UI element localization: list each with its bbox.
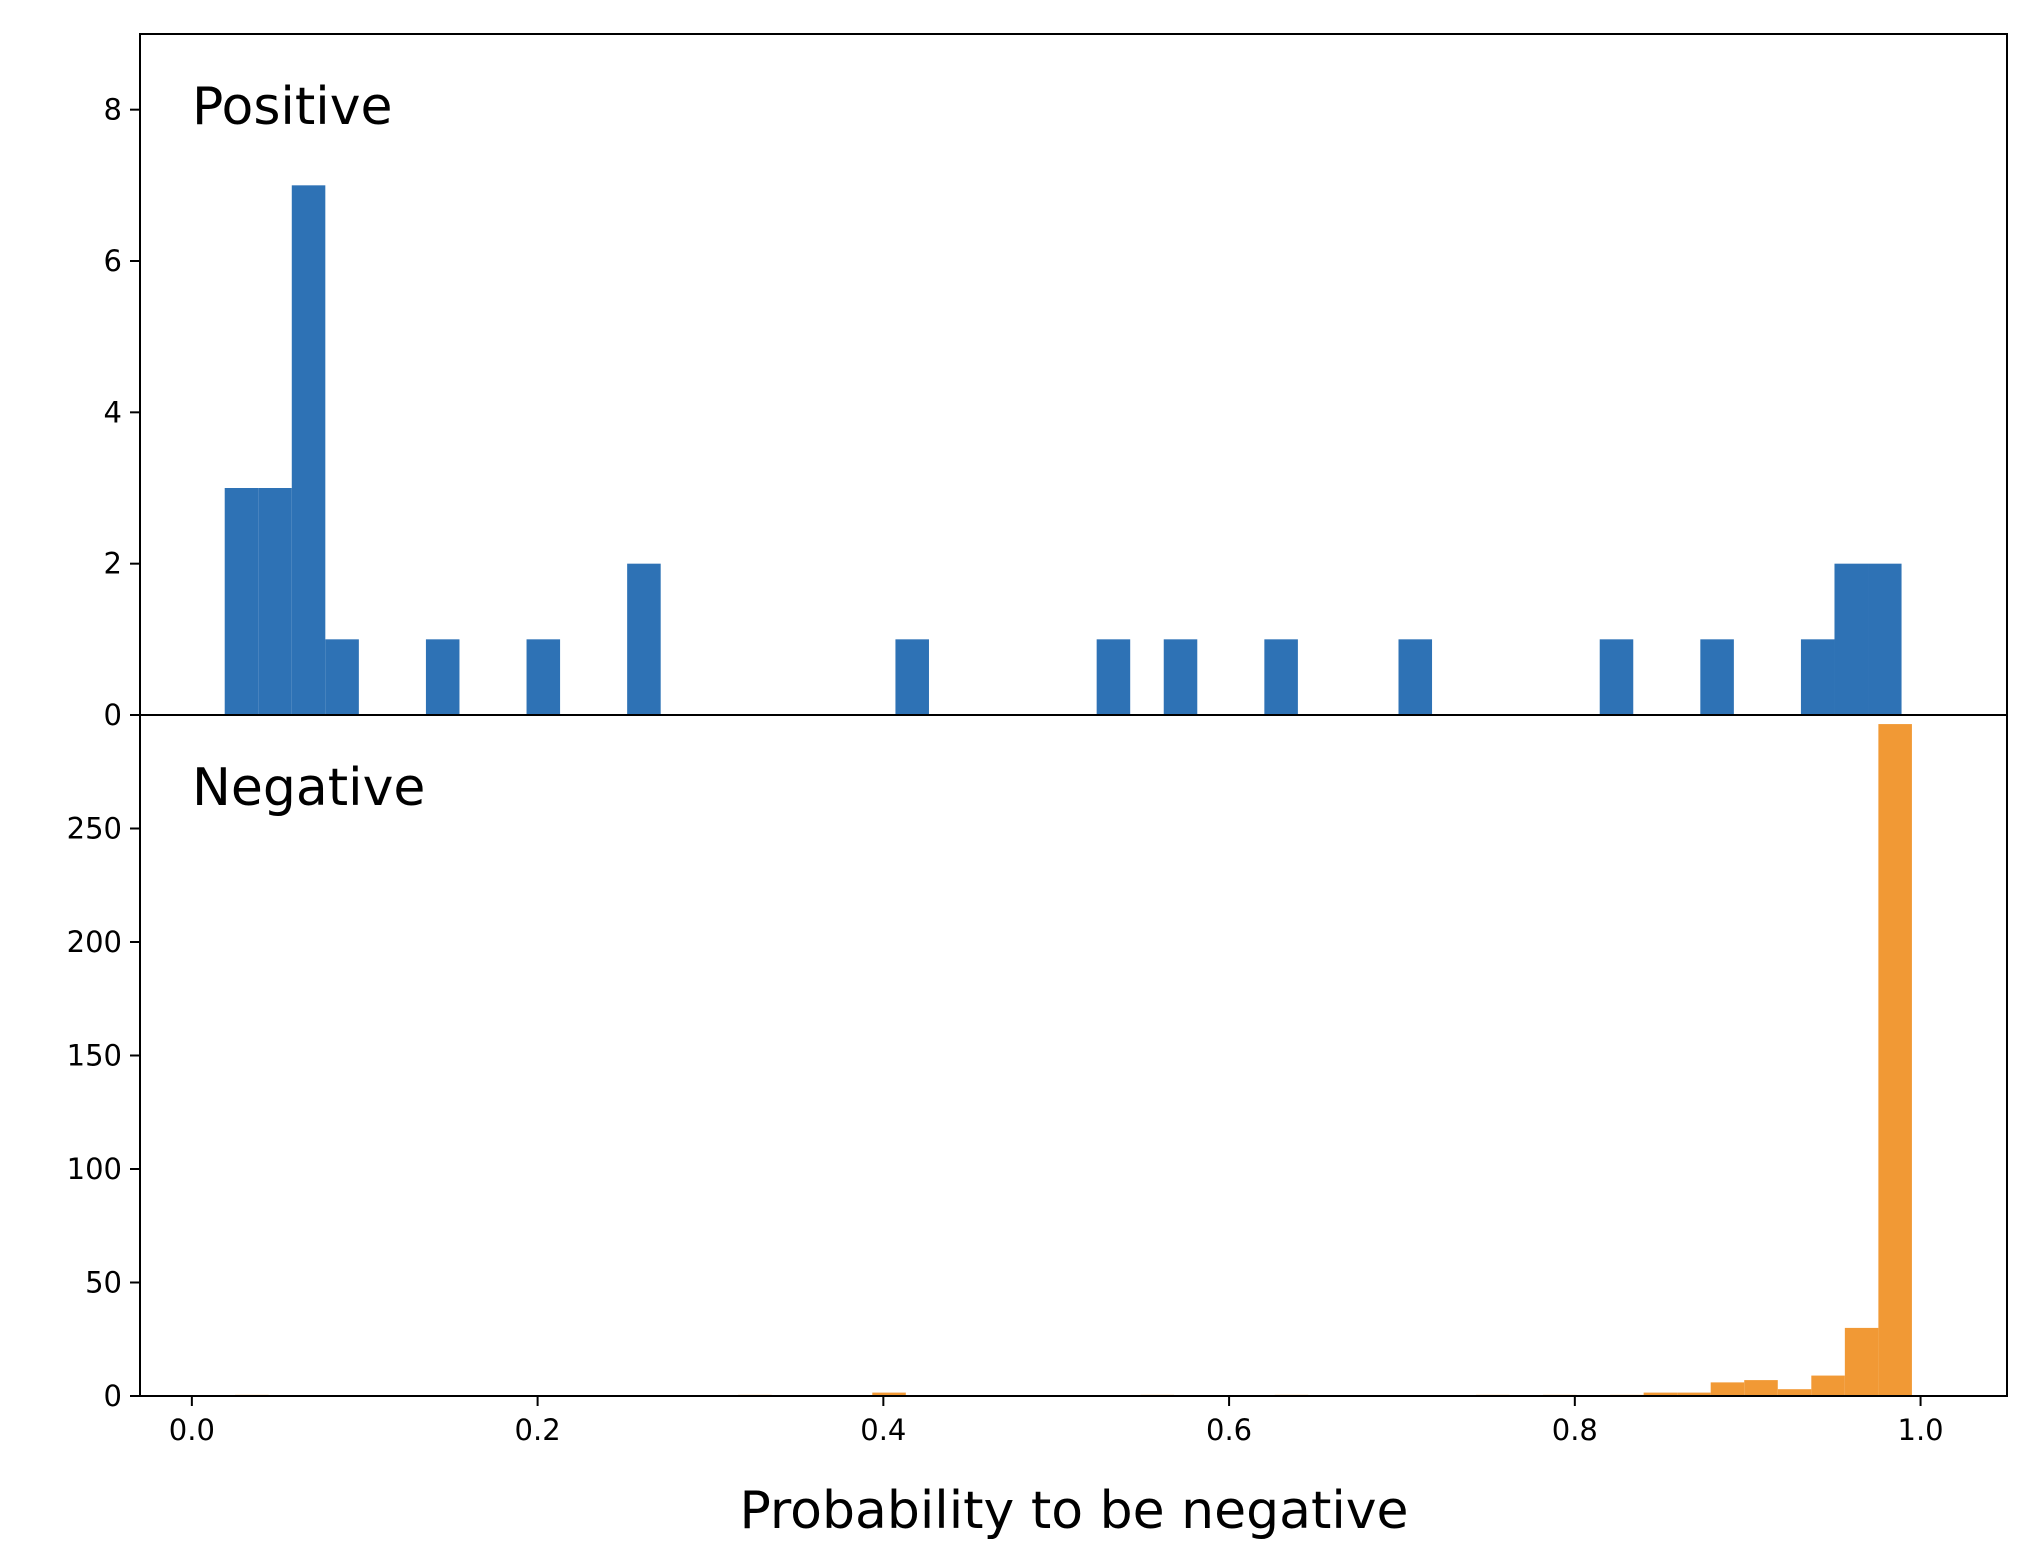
- y-tick-label: 8: [104, 93, 122, 127]
- histogram-bar: [872, 1392, 906, 1396]
- histogram-bar: [627, 563, 661, 715]
- histogram-bar: [1811, 1375, 1845, 1396]
- histogram-bar: [1643, 1392, 1678, 1396]
- x-tick-label: 0.4: [860, 1413, 906, 1447]
- panel-positive: 0 2 4 6 8 Positive: [104, 33, 2008, 732]
- histogram-bar: [1844, 1327, 1879, 1396]
- y-tick-label: 50: [85, 1266, 122, 1300]
- x-tick-label: 0.8: [1552, 1413, 1598, 1447]
- y-tick-label: 250: [67, 812, 122, 846]
- x-tick-label: 0.0: [169, 1413, 215, 1447]
- histogram-bar: [1700, 639, 1734, 715]
- y-tick-label: 200: [67, 925, 122, 959]
- panel-label: Positive: [192, 77, 392, 137]
- histogram-bar: [1800, 639, 1835, 715]
- y-tick-label: 2: [104, 547, 122, 581]
- x-tick-label: 0.2: [515, 1413, 561, 1447]
- y-tick-label: 6: [104, 244, 122, 278]
- histogram-bar: [1677, 1392, 1711, 1396]
- histogram-bar: [1163, 639, 1198, 715]
- histogram-bar: [1599, 639, 1634, 715]
- y-tick-label: 150: [67, 1039, 122, 1073]
- histogram-bar: [425, 639, 460, 715]
- panel-frame: [139, 714, 2008, 1397]
- histogram-bar: [224, 488, 259, 715]
- histogram-bar: [1744, 1380, 1778, 1396]
- x-axis-label: Probability to be negative: [739, 1481, 1408, 1541]
- y-tick-label: 4: [104, 395, 122, 429]
- histogram-bar: [291, 185, 326, 715]
- histogram-bar: [1710, 1382, 1745, 1396]
- panel-negative: 0 50 100 150 200 250 Negative: [67, 714, 2008, 1413]
- histogram-bar: [325, 639, 359, 715]
- y-tick-label: 0: [104, 1379, 122, 1413]
- x-tick-label: 0.6: [1206, 1413, 1252, 1447]
- y-tick-label: 100: [67, 1152, 122, 1186]
- histogram-bar: [258, 488, 292, 715]
- panel-label: Negative: [192, 758, 425, 818]
- histogram-bar: [1096, 639, 1131, 715]
- histogram-bar: [1777, 1389, 1812, 1396]
- x-tick-label: 1.0: [1898, 1413, 1944, 1447]
- histogram-bar: [1834, 563, 1869, 715]
- y-tick-label: 0: [104, 698, 122, 732]
- histogram-bar: [895, 639, 929, 715]
- histogram-bar: [526, 639, 561, 715]
- histogram-bar: [1264, 639, 1298, 715]
- histogram-bar: [1398, 639, 1433, 715]
- histogram-bar: [1868, 563, 1902, 715]
- histogram-bar: [1878, 724, 1912, 1396]
